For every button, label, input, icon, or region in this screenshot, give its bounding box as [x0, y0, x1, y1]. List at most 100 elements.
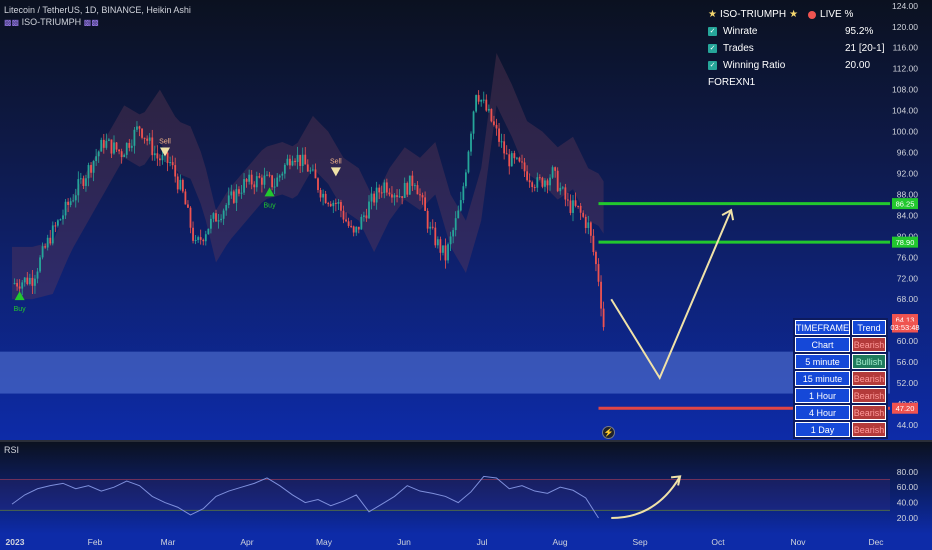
candle-body — [169, 162, 171, 164]
candle-body — [171, 162, 174, 166]
projection — [610, 208, 735, 381]
candle-body — [192, 227, 194, 241]
candle-body — [28, 277, 31, 285]
stats-label: Trades — [723, 43, 754, 54]
check-icon: ✓ — [708, 27, 717, 36]
candle-body — [153, 153, 156, 156]
time-tick-label: Mar — [161, 537, 176, 547]
signals: Buy Sell Buy Sell — [14, 138, 343, 313]
candle-body — [217, 220, 220, 222]
candle-body — [510, 153, 513, 167]
time-tick-label: Apr — [240, 537, 253, 547]
candle-body — [449, 236, 452, 245]
indicator-title: ▩▩ ISO-TRIUMPH ▩▩ — [4, 17, 99, 27]
candle-body — [36, 271, 39, 279]
stats-label: Winrate — [723, 26, 758, 37]
candle-body — [26, 277, 29, 285]
rsi-projection-path — [611, 475, 681, 519]
rsi-line — [11, 475, 599, 519]
indicator-label: ISO-TRIUMPH — [21, 17, 82, 27]
candle-body — [495, 124, 498, 129]
candle-body — [444, 245, 447, 261]
candle-body — [569, 200, 572, 213]
candle-body — [146, 138, 149, 141]
candle-body — [347, 221, 350, 226]
candle-body — [587, 222, 590, 228]
candle-body — [360, 216, 363, 230]
candle-body — [49, 237, 52, 244]
candle-body — [493, 121, 495, 125]
time-axis-background — [0, 534, 932, 550]
candle-body — [391, 194, 393, 198]
candle-body — [250, 174, 253, 185]
candle-body — [92, 160, 95, 173]
candle-body — [554, 167, 557, 171]
candle-body — [424, 197, 426, 211]
candle-body — [204, 234, 207, 242]
candle-body — [370, 193, 373, 202]
candle-body — [138, 126, 141, 129]
signal-label: Buy — [264, 202, 277, 209]
candle-body — [306, 164, 309, 172]
candle-body — [452, 230, 455, 237]
check-icon: ✓ — [708, 61, 717, 70]
candle-body — [589, 222, 592, 236]
stats-footer: FOREXN1 — [708, 77, 756, 88]
price-tick-label: 44.00 — [897, 420, 919, 430]
time-tick-label: Aug — [552, 537, 567, 547]
candle-body — [301, 154, 304, 166]
candle-body — [541, 177, 544, 187]
candle-body — [255, 176, 258, 188]
candle-body — [44, 246, 47, 248]
candle-body — [54, 225, 57, 227]
lightning-icon[interactable]: ⚡ — [602, 426, 615, 439]
candle-body — [128, 142, 131, 148]
candles — [13, 90, 605, 331]
candle-body — [477, 95, 480, 102]
candle-body — [314, 169, 317, 179]
candle-body — [380, 192, 383, 194]
trend-cell: Bearish — [852, 388, 886, 403]
candle-body — [327, 203, 330, 205]
candle-body — [365, 215, 368, 219]
candle-body — [102, 139, 105, 148]
candle-body — [67, 201, 69, 205]
candle-body — [396, 195, 398, 198]
projection-arrowhead — [721, 208, 735, 221]
candle-body — [414, 185, 416, 187]
price-axis[interactable]: 44.0048.0052.0056.0060.0064.0068.0072.00… — [892, 1, 918, 430]
candle-body — [95, 156, 98, 161]
price-label-box — [892, 321, 918, 333]
candle-body — [416, 185, 419, 195]
candle-body — [18, 286, 21, 289]
candle-body — [125, 142, 128, 155]
candle-body — [243, 179, 245, 193]
candle-body — [411, 175, 414, 186]
candle-body — [312, 169, 314, 171]
candle-body — [454, 218, 457, 231]
candle-body — [276, 177, 279, 187]
price-label: 03:53:48 — [890, 323, 919, 332]
candle-body — [436, 239, 439, 246]
candle-body — [577, 205, 579, 207]
trend-header: Trend — [852, 320, 886, 335]
time-axis[interactable]: 2023 Feb Mar Apr May Jun Jul Aug Sep Oct Nov Dec — [6, 537, 885, 547]
symbol-title: Litecoin / TetherUS, 1D, BINANCE, Heikin… — [4, 5, 191, 15]
time-tick-label: Jul — [477, 537, 488, 547]
candle-body — [503, 141, 506, 154]
candle-body — [516, 157, 518, 159]
candle-body — [475, 95, 477, 112]
time-tick-label: Dec — [868, 537, 884, 547]
candle-body — [87, 165, 90, 179]
candle-body — [375, 187, 378, 203]
price-label-box — [892, 198, 918, 210]
candle-body — [179, 179, 182, 190]
candle-body — [304, 154, 307, 165]
candle-body — [133, 129, 136, 146]
candle-body — [46, 237, 49, 248]
candle-body — [266, 174, 268, 176]
candle-body — [174, 165, 177, 177]
candle-body — [62, 215, 64, 220]
price-tick-label: 100.00 — [892, 127, 918, 137]
